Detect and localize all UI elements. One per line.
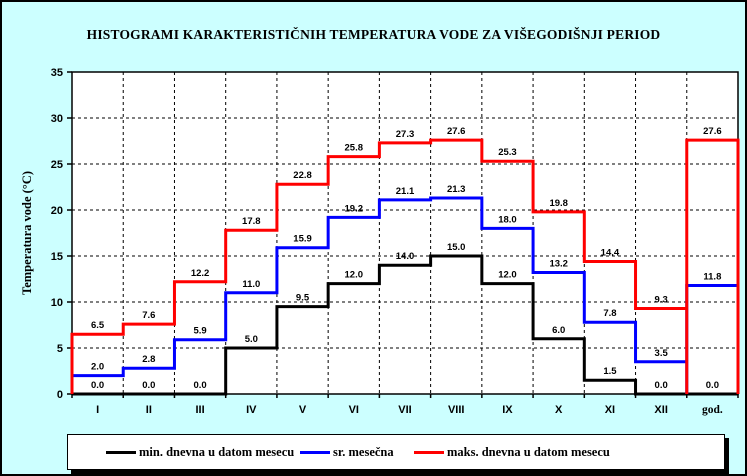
svg-text:17.8: 17.8 <box>242 216 261 227</box>
svg-text:VI: VI <box>349 404 359 416</box>
series-line-000000 <box>72 254 738 396</box>
svg-text:25.8: 25.8 <box>345 143 364 154</box>
svg-text:22.8: 22.8 <box>293 170 312 181</box>
svg-text:15.9: 15.9 <box>293 234 312 245</box>
svg-text:27.3: 27.3 <box>396 129 415 140</box>
chart-title: HISTOGRAMI KARAKTERISTIČNIH TEMPERATURA … <box>86 27 661 42</box>
svg-text:2.0: 2.0 <box>91 362 104 373</box>
plot-area <box>72 72 738 394</box>
svg-text:35: 35 <box>51 67 63 79</box>
svg-text:II: II <box>146 404 152 416</box>
svg-text:30: 30 <box>51 113 63 125</box>
series-line-ff0000 <box>70 138 740 394</box>
svg-text:1.5: 1.5 <box>603 366 617 377</box>
svg-text:14.0: 14.0 <box>396 251 415 262</box>
svg-text:27.6: 27.6 <box>703 126 722 137</box>
svg-text:0.0: 0.0 <box>706 380 719 391</box>
svg-text:19.2: 19.2 <box>345 203 364 214</box>
series-line-0000ff <box>70 196 740 394</box>
legend-label-mean-monthly: sr. mesečna <box>333 444 394 459</box>
svg-text:20: 20 <box>51 205 63 217</box>
svg-text:25: 25 <box>51 159 63 171</box>
svg-text:0: 0 <box>57 389 63 401</box>
svg-text:19.8: 19.8 <box>549 198 568 209</box>
svg-text:5: 5 <box>57 343 63 355</box>
legend-item-mean-monthly: sr. mesečna <box>300 435 394 469</box>
svg-text:V: V <box>299 404 307 416</box>
svg-text:Temperatura vode (°C): Temperatura vode (°C) <box>20 171 34 295</box>
data-labels: 0.0 0.0 0.0 5.0 9.5 12.0 14.0 15.0 12.0 6.0 1.5 0.0… <box>91 126 722 391</box>
svg-text:15.0: 15.0 <box>447 242 466 253</box>
legend: min. dnevna u datom mesecu sr. mesečna m… <box>67 434 725 470</box>
svg-text:25.3: 25.3 <box>498 147 517 158</box>
svg-text:15: 15 <box>51 251 63 263</box>
svg-text:5.9: 5.9 <box>193 326 206 337</box>
svg-text:11.0: 11.0 <box>242 279 260 290</box>
svg-text:III: III <box>195 404 204 416</box>
legend-line-black-icon <box>106 450 136 454</box>
svg-text:XI: XI <box>605 404 615 416</box>
gridlines <box>72 72 738 394</box>
svg-text:9.5: 9.5 <box>296 293 310 304</box>
svg-text:2.8: 2.8 <box>142 354 155 365</box>
legend-line-red-icon <box>414 450 444 454</box>
legend-line-blue-icon <box>300 450 330 454</box>
svg-text:14.4: 14.4 <box>601 248 620 259</box>
svg-text:IV: IV <box>246 404 257 416</box>
svg-text:21.3: 21.3 <box>447 184 466 195</box>
svg-text:3.5: 3.5 <box>655 348 669 359</box>
svg-text:6.5: 6.5 <box>91 320 105 331</box>
svg-text:9.3: 9.3 <box>655 294 668 305</box>
legend-label-min-daily: min. dnevna u datom mesecu <box>139 444 295 459</box>
x-axis: I II III IV V VI VII VIII IX X XI XII god. <box>71 394 739 416</box>
svg-text:7.6: 7.6 <box>142 310 155 321</box>
svg-text:21.1: 21.1 <box>396 186 415 197</box>
svg-text:0.0: 0.0 <box>142 380 155 391</box>
svg-text:0.0: 0.0 <box>193 380 206 391</box>
svg-text:12.0: 12.0 <box>345 270 364 281</box>
legend-label-max-daily: maks. dnevna u datom mesecu <box>447 444 610 459</box>
svg-text:10: 10 <box>51 297 63 309</box>
svg-text:27.6: 27.6 <box>447 126 466 137</box>
svg-text:IX: IX <box>502 404 513 416</box>
svg-text:5.0: 5.0 <box>245 334 258 345</box>
svg-text:11.8: 11.8 <box>703 271 721 282</box>
y-axis-title: Temperatura vode (°C) <box>20 171 34 295</box>
y-axis: 0 5 10 15 20 25 30 35 <box>51 67 72 401</box>
svg-text:0.0: 0.0 <box>655 380 668 391</box>
legend-item-max-daily: maks. dnevna u datom mesecu <box>414 435 610 469</box>
svg-text:12.0: 12.0 <box>498 270 517 281</box>
svg-text:god.: god. <box>702 404 723 416</box>
svg-text:18.0: 18.0 <box>498 214 517 225</box>
svg-text:XII: XII <box>654 404 667 416</box>
svg-text:12.2: 12.2 <box>191 268 210 279</box>
svg-text:0.0: 0.0 <box>91 380 104 391</box>
svg-text:VII: VII <box>398 404 411 416</box>
svg-text:VIII: VIII <box>448 404 465 416</box>
svg-text:I: I <box>96 404 99 416</box>
legend-item-min-daily: min. dnevna u datom mesecu <box>106 435 294 469</box>
svg-text:13.2: 13.2 <box>549 259 568 270</box>
svg-text:X: X <box>555 404 563 416</box>
svg-text:6.0: 6.0 <box>552 325 565 336</box>
svg-text:7.8: 7.8 <box>603 308 616 319</box>
